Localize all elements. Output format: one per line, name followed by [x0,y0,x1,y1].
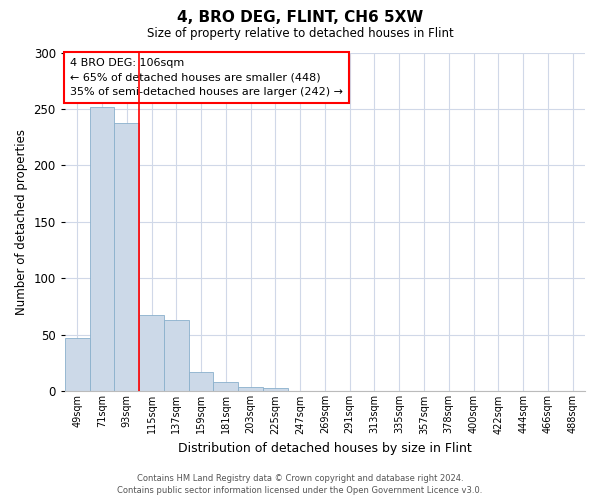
Text: 4, BRO DEG, FLINT, CH6 5XW: 4, BRO DEG, FLINT, CH6 5XW [177,10,423,25]
Bar [238,387,263,392]
Bar [139,314,164,392]
Y-axis label: Number of detached properties: Number of detached properties [15,129,28,315]
Text: Size of property relative to detached houses in Flint: Size of property relative to detached ho… [146,28,454,40]
Bar [65,338,89,392]
Bar [115,122,139,392]
Bar [89,106,115,392]
Bar [263,388,288,392]
Bar [214,382,238,392]
X-axis label: Distribution of detached houses by size in Flint: Distribution of detached houses by size … [178,442,472,455]
Text: Contains HM Land Registry data © Crown copyright and database right 2024.
Contai: Contains HM Land Registry data © Crown c… [118,474,482,495]
Text: 4 BRO DEG: 106sqm
← 65% of detached houses are smaller (448)
35% of semi-detache: 4 BRO DEG: 106sqm ← 65% of detached hous… [70,58,343,97]
Bar [188,372,214,392]
Bar [164,320,188,392]
